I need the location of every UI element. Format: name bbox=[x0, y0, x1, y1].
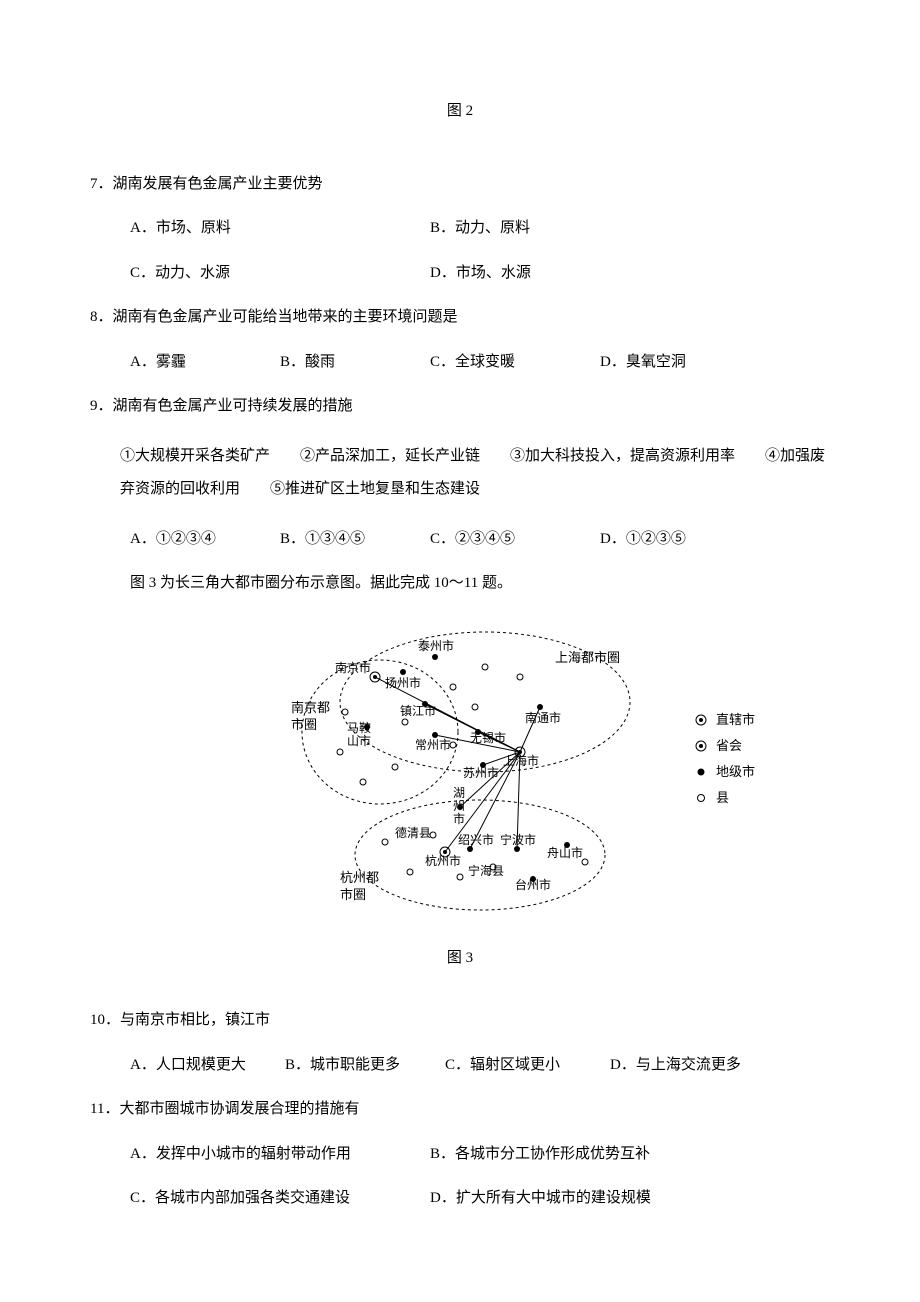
q7-opt-d: D．市场、水源 bbox=[430, 265, 531, 281]
label-suzhou: 苏州市 bbox=[463, 765, 499, 780]
marker-county bbox=[517, 674, 523, 680]
q10-opt-c: C．辐射区域更小 bbox=[445, 1054, 610, 1077]
label-yangzhou: 扬州市 bbox=[385, 675, 421, 690]
label-zhenjiang: 镇江市 bbox=[400, 703, 436, 718]
label-huzhou-a: 湖 bbox=[453, 785, 465, 800]
nanjing-circle bbox=[302, 660, 458, 804]
q9-opt-a: A．①②③④ bbox=[130, 528, 280, 551]
q10-opt-b: B．城市职能更多 bbox=[285, 1054, 445, 1077]
label-taizhou-js: 泰州市 bbox=[418, 638, 454, 653]
label-hangzhou-circle-b: 市圈 bbox=[340, 887, 366, 902]
legend-shenghui-label: 省会 bbox=[716, 733, 742, 759]
marker-county bbox=[457, 874, 463, 880]
q10-stem: 10．与南京市相比，镇江市 bbox=[90, 1009, 830, 1032]
label-nanjing-circle-b: 市圈 bbox=[291, 717, 317, 732]
marker-county bbox=[472, 704, 478, 710]
q11-opt-d: D．扩大所有大中城市的建设规模 bbox=[430, 1190, 651, 1206]
question-8: 8．湖南有色金属产业可能给当地带来的主要环境问题是 A．雾霾 B．酸雨 C．全球… bbox=[90, 306, 830, 373]
label-nanjing-circle-a: 南京都 bbox=[291, 700, 330, 715]
legend-xian-label: 县 bbox=[716, 785, 729, 811]
q11-options-row1: A．发挥中小城市的辐射带动作用 B．各城市分工协作形成优势互补 bbox=[130, 1143, 830, 1166]
marker-county bbox=[360, 779, 366, 785]
legend-diji-label: 地级市 bbox=[716, 759, 755, 785]
q10-opt-d: D．与上海交流更多 bbox=[610, 1054, 741, 1077]
legend-diji-icon bbox=[694, 765, 708, 779]
q7-options-row1: A．市场、原料 B．动力、原料 bbox=[130, 217, 830, 240]
q8-stem: 8．湖南有色金属产业可能给当地带来的主要环境问题是 bbox=[90, 306, 830, 329]
marker-county bbox=[482, 664, 488, 670]
legend-zhixia: 直辖市 bbox=[694, 707, 755, 733]
q8-opt-c: C．全球变暖 bbox=[430, 351, 600, 374]
label-huzhou-b: 州 bbox=[453, 799, 465, 813]
q9-opt-c: C．②③④⑤ bbox=[430, 528, 600, 551]
q9-statements: ①大规模开采各类矿产 ②产品深加工，延长产业链 ③加大科技投入，提高资源利用率 … bbox=[120, 440, 830, 506]
marker-county bbox=[342, 709, 348, 715]
legend-diji: 地级市 bbox=[694, 759, 755, 785]
legend-zhixia-label: 直辖市 bbox=[716, 707, 755, 733]
label-ninghai: 宁海县 bbox=[468, 863, 504, 878]
legend-shenghui-icon bbox=[694, 739, 708, 753]
q7-opt-b: B．动力、原料 bbox=[430, 220, 530, 236]
q11-opt-a: A．发挥中小城市的辐射带动作用 bbox=[130, 1146, 351, 1162]
q9-opt-b: B．①③④⑤ bbox=[280, 528, 430, 551]
legend-xian: 县 bbox=[694, 785, 755, 811]
q10-options: A．人口规模更大 B．城市职能更多 C．辐射区域更小 D．与上海交流更多 bbox=[130, 1054, 830, 1077]
marker-county bbox=[382, 839, 388, 845]
question-11: 11．大都市圈城市协调发展合理的措施有 A．发挥中小城市的辐射带动作用 B．各城… bbox=[90, 1098, 830, 1210]
figure-3-map: 上海都市圈 南京都 市圈 杭州都 市圈 南京市 扬州市 泰州市 镇江市 马鞍 山… bbox=[285, 617, 635, 917]
map-legend: 直辖市 省会 地级市 县 bbox=[694, 707, 755, 811]
marker-nanjing bbox=[370, 672, 380, 682]
q11-opt-b: B．各城市分工协作形成优势互补 bbox=[430, 1146, 650, 1162]
q10-opt-a: A．人口规模更大 bbox=[130, 1054, 285, 1077]
label-ningbo: 宁波市 bbox=[500, 832, 536, 847]
q11-stem: 11．大都市圈城市协调发展合理的措施有 bbox=[90, 1098, 830, 1121]
marker-county bbox=[402, 719, 408, 725]
q8-opt-b: B．酸雨 bbox=[280, 351, 430, 374]
label-deqing: 德清县 bbox=[395, 825, 431, 840]
label-taizhou-zj: 台州市 bbox=[515, 877, 551, 892]
q9-options: A．①②③④ B．①③④⑤ C．②③④⑤ D．①②③⑤ bbox=[130, 528, 830, 551]
q9-opt-d: D．①②③⑤ bbox=[600, 528, 686, 551]
q7-options-row2: C．动力、水源 D．市场、水源 bbox=[130, 262, 830, 285]
figure-2-caption: 图 2 bbox=[90, 100, 830, 123]
label-shanghai: 上海市 bbox=[503, 753, 539, 768]
label-maanshan-b: 山市 bbox=[347, 733, 371, 748]
legend-zhixia-icon bbox=[694, 713, 708, 727]
label-wuxi: 无锡市 bbox=[470, 730, 506, 745]
label-hangzhou-circle-a: 杭州都 bbox=[340, 870, 379, 885]
marker-yangzhou bbox=[400, 669, 406, 675]
label-maanshan-a: 马鞍 bbox=[347, 720, 371, 735]
question-7: 7．湖南发展有色金属产业主要优势 A．市场、原料 B．动力、原料 C．动力、水源… bbox=[90, 173, 830, 285]
marker-county bbox=[450, 684, 456, 690]
legend-shenghui: 省会 bbox=[694, 733, 755, 759]
q9-stem: 9．湖南有色金属产业可持续发展的措施 bbox=[90, 395, 830, 418]
marker-county bbox=[337, 749, 343, 755]
label-shanghai-circle: 上海都市圈 bbox=[555, 650, 620, 665]
q8-opt-d: D．臭氧空洞 bbox=[600, 351, 686, 374]
label-hangzhou: 杭州市 bbox=[425, 853, 461, 868]
legend-xian-icon bbox=[694, 791, 708, 805]
label-nantong: 南通市 bbox=[525, 710, 561, 725]
map-svg: 上海都市圈 南京都 市圈 杭州都 市圈 南京市 扬州市 泰州市 镇江市 马鞍 山… bbox=[285, 617, 635, 917]
label-zhoushan: 舟山市 bbox=[547, 845, 583, 860]
label-nanjing: 南京市 bbox=[335, 660, 371, 675]
q7-opt-a: A．市场、原料 bbox=[130, 220, 231, 236]
figure-3-intro: 图 3 为长三角大都市圈分布示意图。据此完成 10～11 题。 bbox=[130, 572, 830, 595]
q11-options-row2: C．各城市内部加强各类交通建设 D．扩大所有大中城市的建设规模 bbox=[130, 1187, 830, 1210]
q7-opt-c: C．动力、水源 bbox=[130, 265, 230, 281]
q7-stem: 7．湖南发展有色金属产业主要优势 bbox=[90, 173, 830, 196]
q8-opt-a: A．雾霾 bbox=[130, 351, 280, 374]
q11-opt-c: C．各城市内部加强各类交通建设 bbox=[130, 1190, 350, 1206]
q8-options: A．雾霾 B．酸雨 C．全球变暖 D．臭氧空洞 bbox=[130, 351, 830, 374]
marker-county bbox=[392, 764, 398, 770]
figure-3-caption: 图 3 bbox=[90, 947, 830, 970]
label-huzhou-c: 市 bbox=[453, 811, 465, 826]
marker-county bbox=[407, 869, 413, 875]
question-9: 9．湖南有色金属产业可持续发展的措施 ①大规模开采各类矿产 ②产品深加工，延长产… bbox=[90, 395, 830, 550]
marker-taizhou-js bbox=[432, 654, 438, 660]
question-10: 10．与南京市相比，镇江市 A．人口规模更大 B．城市职能更多 C．辐射区域更小… bbox=[90, 1009, 830, 1076]
marker-nantong bbox=[537, 704, 543, 710]
label-changzhou: 常州市 bbox=[415, 737, 451, 752]
label-shaoxing: 绍兴市 bbox=[458, 832, 494, 847]
